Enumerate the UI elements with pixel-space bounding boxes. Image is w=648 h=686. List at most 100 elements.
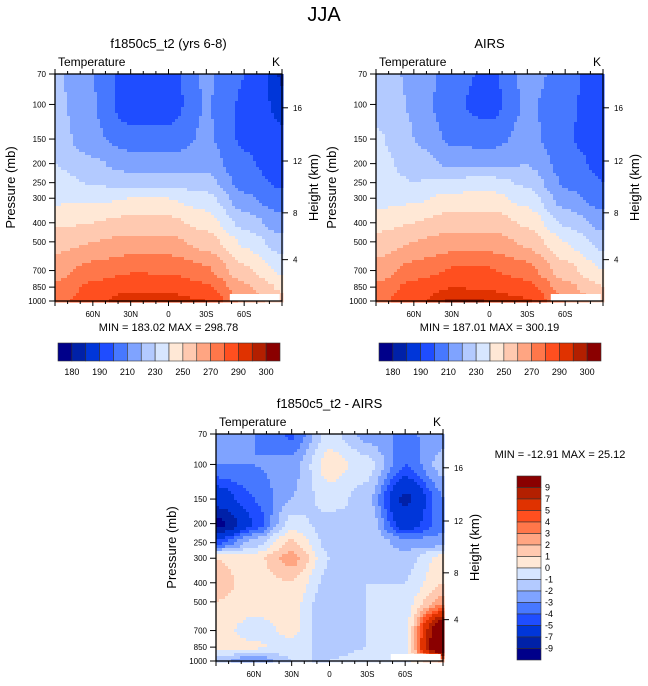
- contour-cell: [262, 80, 266, 84]
- contour-cell: [238, 134, 242, 138]
- contour-cell: [208, 251, 212, 255]
- contour-cell: [214, 98, 218, 102]
- contour-cell: [211, 254, 215, 258]
- contour-cell: [151, 173, 155, 177]
- contour-cell: [214, 254, 218, 258]
- contour-cell: [67, 173, 71, 177]
- contour-cell: [241, 119, 245, 123]
- contour-cell: [250, 80, 254, 84]
- contour-cell: [88, 113, 92, 117]
- contour-cell: [163, 254, 167, 258]
- contour-cell: [58, 194, 62, 198]
- contour-cell: [103, 242, 107, 246]
- contour-cell: [166, 194, 170, 198]
- contour-cell: [160, 134, 164, 138]
- contour-cell: [88, 191, 92, 195]
- contour-cell: [142, 98, 146, 102]
- contour-cell: [265, 152, 269, 156]
- contour-cell: [220, 98, 224, 102]
- contour-cell: [259, 224, 263, 228]
- contour-cell: [88, 98, 92, 102]
- contour-cell: [226, 209, 230, 213]
- contour-cell: [220, 131, 224, 135]
- contour-cell: [163, 125, 167, 129]
- contour-cell: [205, 140, 209, 144]
- contour-cell: [166, 254, 170, 258]
- contour-cell: [229, 197, 233, 201]
- contour-cell: [187, 248, 191, 252]
- contour-cell: [103, 185, 107, 189]
- contour-cell: [79, 149, 83, 153]
- contour-cell: [115, 104, 119, 108]
- contour-cell: [118, 143, 122, 147]
- contour-cell: [175, 74, 179, 78]
- contour-cell: [112, 245, 116, 249]
- contour-cell: [106, 131, 110, 135]
- contour-cell: [172, 188, 176, 192]
- contour-cell: [136, 227, 140, 231]
- contour-cell: [100, 233, 104, 237]
- contour-cell: [67, 161, 71, 165]
- contour-cell: [142, 251, 146, 255]
- contour-cell: [256, 206, 260, 210]
- contour-cell: [136, 119, 140, 123]
- contour-cell: [133, 167, 137, 171]
- contour-cell: [277, 164, 281, 168]
- contour-cell: [217, 227, 221, 231]
- contour-cell: [178, 80, 182, 84]
- contour-cell: [100, 182, 104, 186]
- contour-cell: [55, 257, 59, 261]
- contour-cell: [109, 80, 113, 84]
- contour-cell: [79, 206, 83, 210]
- contour-cell: [130, 101, 134, 105]
- contour-cell: [256, 80, 260, 84]
- contour-cell: [94, 74, 98, 78]
- contour-cell: [64, 194, 68, 198]
- contour-cell: [250, 191, 254, 195]
- contour-cell: [163, 182, 167, 186]
- contour-cell: [226, 200, 230, 204]
- contour-cell: [193, 212, 197, 216]
- contour-cell: [133, 134, 137, 138]
- contour-cell: [55, 86, 59, 90]
- contour-cell: [235, 251, 239, 255]
- contour-cell: [229, 74, 233, 78]
- contour-cell: [229, 77, 233, 81]
- contour-cell: [94, 83, 98, 87]
- contour-cell: [220, 197, 224, 201]
- contour-cell: [130, 182, 134, 186]
- contour-cell: [61, 110, 65, 114]
- contour-cell: [121, 218, 125, 222]
- contour-cell: [106, 239, 110, 243]
- contour-cell: [73, 188, 77, 192]
- contour-cell: [67, 203, 71, 207]
- contour-cell: [247, 218, 251, 222]
- contour-cell: [175, 125, 179, 129]
- contour-cell: [154, 188, 158, 192]
- contour-cell: [163, 203, 167, 207]
- contour-cell: [163, 209, 167, 213]
- contour-cell: [61, 125, 65, 129]
- contour-cell: [145, 134, 149, 138]
- contour-cell: [151, 125, 155, 129]
- contour-cell: [232, 131, 236, 135]
- contour-cell: [187, 212, 191, 216]
- contour-cell: [241, 83, 245, 87]
- contour-cell: [151, 179, 155, 183]
- contour-cell: [109, 233, 113, 237]
- contour-cell: [277, 239, 281, 243]
- contour-cell: [121, 122, 125, 126]
- contour-cell: [121, 143, 125, 147]
- contour-cell: [271, 227, 275, 231]
- contour-cell: [127, 221, 131, 225]
- contour-cell: [124, 191, 128, 195]
- contour-cell: [190, 119, 194, 123]
- contour-cell: [142, 248, 146, 252]
- contour-cell: [178, 167, 182, 171]
- contour-cell: [253, 119, 257, 123]
- contour-cell: [160, 149, 164, 153]
- contour-cell: [199, 179, 203, 183]
- contour-cell: [271, 203, 275, 207]
- contour-cell: [220, 161, 224, 165]
- contour-cell: [172, 95, 176, 99]
